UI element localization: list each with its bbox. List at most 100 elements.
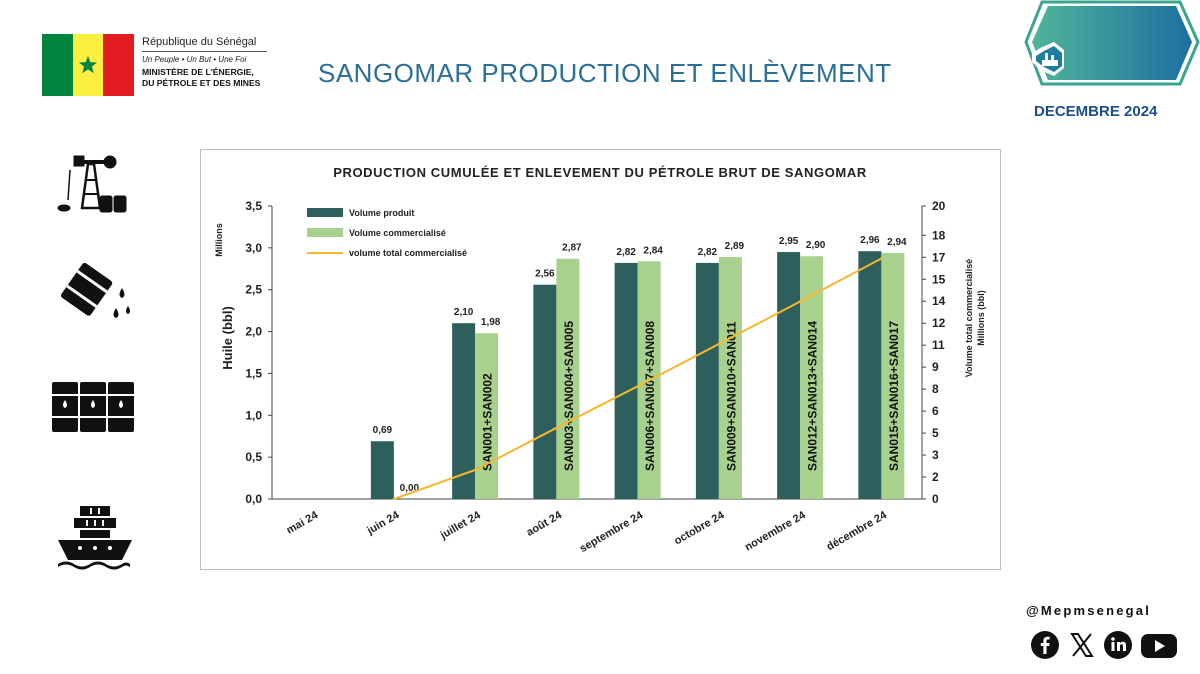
bar-volume-produit xyxy=(370,441,394,499)
y2-tick-label: 20 xyxy=(932,199,946,213)
chart-title: PRODUCTION CUMULÉE ET ENLEVEMENT DU PÉTR… xyxy=(333,165,867,180)
flag-star-icon xyxy=(78,55,97,74)
national-motto: Un Peuple • Un But • Une Foi xyxy=(142,55,247,64)
y-axis-label: Huile (bbl) xyxy=(220,306,235,370)
country-name: République du Sénégal xyxy=(142,36,257,48)
legend-label-cumul: volume total commercialisé xyxy=(349,248,467,258)
y2-tick-label: 15 xyxy=(932,272,946,286)
bar-volume-produit xyxy=(695,262,719,499)
bar-label-produit: 0,69 xyxy=(373,425,393,436)
y-tick-label: 0,0 xyxy=(245,492,262,506)
x-tick-label: août 24 xyxy=(525,509,565,539)
bar-label-commercialise: 2,89 xyxy=(725,241,745,252)
oil-barrels-stack-icon xyxy=(52,382,134,432)
y2-tick-label: 11 xyxy=(932,338,945,352)
cumulative-point xyxy=(880,257,883,260)
y2-tick-label: 14 xyxy=(932,294,946,308)
y-tick-label: 2,5 xyxy=(245,283,262,297)
bar-volume-commercialise xyxy=(475,333,499,499)
x-tick-label: juillet 24 xyxy=(438,509,484,542)
y2-tick-label: 0 xyxy=(932,492,939,506)
bar-volume-commercialise xyxy=(718,257,742,499)
bar-label-produit: 2,10 xyxy=(454,307,474,318)
bar-volume-commercialise xyxy=(556,258,580,499)
bar-label-commercialise: 2,94 xyxy=(887,237,907,248)
bar-volume-commercialise xyxy=(881,252,905,499)
y2-tick-label: 18 xyxy=(932,228,946,242)
bar-label-produit: 2,96 xyxy=(860,235,880,246)
ministry-block: République du Sénégal Un Peuple • Un But… xyxy=(142,36,302,89)
y-tick-label: 2,0 xyxy=(245,325,262,339)
y2-tick-label: 5 xyxy=(932,426,939,440)
ministry-divider xyxy=(142,51,267,52)
bar-label-commercialise: 0,00 xyxy=(400,483,420,494)
y2-tick-label: 12 xyxy=(932,316,946,330)
x-tick-label: octobre 24 xyxy=(672,509,727,548)
y2-tick-label: 6 xyxy=(932,404,939,418)
cumulative-point xyxy=(555,426,558,430)
bar-volume-produit xyxy=(614,262,638,499)
y-tick-label: 1,5 xyxy=(245,366,262,380)
refinery-icon xyxy=(1042,53,1058,66)
oil-barrel-spill-icon xyxy=(61,262,130,318)
ministry-name-line2: DU PÉTROLE ET DES MINES xyxy=(142,78,261,88)
bar-volume-produit xyxy=(452,323,476,499)
bar-volume-produit xyxy=(777,252,801,499)
y2-axis-label-line2: Millions (bbl) xyxy=(976,290,986,346)
cumulative-point xyxy=(717,342,721,346)
cargo-label: SAN001+SAN002 xyxy=(481,373,495,471)
date-badge: DECEMBRE 2024 xyxy=(1034,103,1158,120)
facebook-icon[interactable] xyxy=(1030,630,1060,660)
oil-derrick-icon xyxy=(57,155,127,213)
y2-tick-label: 9 xyxy=(932,360,939,374)
cargo-label: SAN015+SAN016+SAN017 xyxy=(887,321,901,471)
x-tick-label: décembre 24 xyxy=(825,509,890,553)
cargo-label: SAN012+SAN013+SAN014 xyxy=(806,321,820,471)
flag-yellow-band xyxy=(72,34,104,96)
bar-label-commercialise: 2,84 xyxy=(643,245,663,256)
ministry-badge xyxy=(1024,0,1200,86)
y2-tick-label: 17 xyxy=(932,250,946,264)
x-tick-label: novembre 24 xyxy=(743,509,809,554)
x-tick-label: mai 24 xyxy=(284,509,320,537)
y-tick-label: 3,5 xyxy=(245,199,262,213)
cargo-label: SAN003+SAN004+SAN005 xyxy=(562,321,576,471)
cargo-label: SAN006+SAN007+SAN008 xyxy=(643,321,657,471)
y-tick-label: 3,0 xyxy=(245,241,262,255)
y2-tick-label: 3 xyxy=(932,448,939,462)
x-icon[interactable] xyxy=(1068,631,1096,659)
cumulative-point xyxy=(636,385,639,388)
cumulative-point xyxy=(473,468,477,472)
cumulative-point xyxy=(798,300,802,303)
legend-swatch-produit xyxy=(307,208,343,217)
legend-swatch-commercialise xyxy=(307,228,343,237)
y-axis-unit: Millions xyxy=(214,223,224,257)
x-tick-label: juin 24 xyxy=(364,509,402,538)
youtube-icon[interactable] xyxy=(1140,633,1178,659)
cargo-ship-icon xyxy=(58,506,132,570)
bar-label-commercialise: 1,98 xyxy=(481,317,501,328)
bar-label-produit: 2,95 xyxy=(779,236,799,247)
bar-label-commercialise: 2,90 xyxy=(806,240,826,251)
legend-label-commercialise: Volume commercialisé xyxy=(349,228,446,238)
bar-volume-produit xyxy=(858,251,882,499)
y-tick-label: 1,0 xyxy=(245,408,262,422)
cargo-label: SAN009+SAN010+SAN011 xyxy=(724,321,738,471)
ministry-name-line1: MINISTÈRE DE L'ÉNERGIE, xyxy=(142,67,254,77)
y2-tick-label: 2 xyxy=(932,470,939,484)
bar-label-commercialise: 2,87 xyxy=(562,243,582,254)
legend-label-produit: Volume produit xyxy=(349,208,414,218)
y2-axis-label-line1: Volume total commercialisé xyxy=(964,259,974,377)
social-handle: @Mepmsenegal xyxy=(1026,603,1152,618)
linkedin-icon[interactable] xyxy=(1103,630,1133,660)
y-tick-label: 0,5 xyxy=(245,450,262,464)
page-title: SANGOMAR PRODUCTION ET ENLÈVEMENT xyxy=(318,58,892,88)
bar-label-produit: 2,82 xyxy=(616,247,636,258)
flag-green-band xyxy=(42,34,73,96)
y2-tick-label: 8 xyxy=(932,382,939,396)
bar-volume-commercialise xyxy=(800,256,824,499)
senegal-flag xyxy=(42,34,135,96)
bar-volume-produit xyxy=(533,284,557,499)
x-tick-label: septembre 24 xyxy=(578,509,646,555)
